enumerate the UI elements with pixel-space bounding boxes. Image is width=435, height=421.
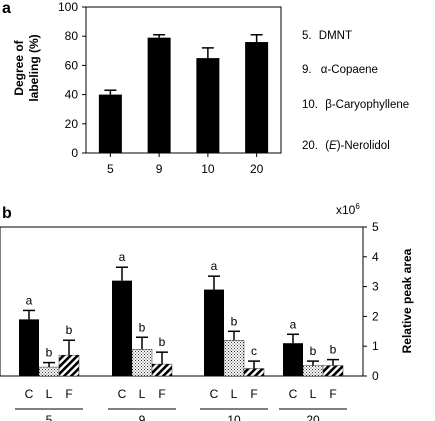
bar-9-L xyxy=(131,348,153,377)
y-tick-label: 5 xyxy=(372,220,379,234)
legend-name: β-Caryophyllene xyxy=(325,99,409,111)
significance-letter: b xyxy=(159,335,166,349)
legend-entry-9: 9. α-Copaene xyxy=(302,64,378,76)
bar-5-C xyxy=(19,319,39,376)
sub-category-label: L xyxy=(231,387,238,401)
significance-letter: a xyxy=(290,317,297,331)
panel-a-plot-frame xyxy=(85,6,282,154)
legend-number: 20. xyxy=(302,140,318,152)
panel-a-letter: a xyxy=(2,0,11,17)
significance-letter: b xyxy=(66,323,73,337)
y-tick-label: 40 xyxy=(65,88,79,102)
y-tick-label: 2 xyxy=(372,309,379,323)
significance-letter: c xyxy=(251,344,257,358)
sub-category-label: L xyxy=(139,387,146,401)
bar-10-L xyxy=(223,340,245,377)
group-label: 5 xyxy=(46,413,53,421)
bar-9-C xyxy=(112,280,132,376)
panel-a-legend: 5. DMNT 9. α-Copaene 10. β-Caryophyllene… xyxy=(302,30,409,152)
sub-category-label: C xyxy=(289,387,298,401)
group-label: 10 xyxy=(227,413,241,421)
group-label: 9 xyxy=(139,413,146,421)
panel-a-bars xyxy=(98,33,269,153)
x-tick-label: 20 xyxy=(250,162,264,176)
sub-category-label: F xyxy=(158,387,165,401)
sub-category-label: C xyxy=(210,387,219,401)
group-label: 20 xyxy=(306,413,320,421)
bar-20-C xyxy=(283,343,303,376)
y-tick-label: 3 xyxy=(372,280,379,294)
panel-a-y-axis-title-line1: Degree of xyxy=(12,39,26,95)
bar-10-F xyxy=(243,368,265,377)
bar-10-C xyxy=(204,289,224,376)
y-tick-label: 20 xyxy=(65,117,79,131)
bar-10 xyxy=(196,58,220,153)
significance-letter: a xyxy=(26,293,33,307)
y-tick-label: 0 xyxy=(372,369,379,383)
bar-5-L xyxy=(38,366,60,377)
legend-entry-10: 10. β-Caryophyllene xyxy=(302,99,409,111)
panel-b-y-axis-title: Relative peak area xyxy=(400,248,414,353)
bar-20 xyxy=(245,42,269,153)
sub-category-label: L xyxy=(46,387,53,401)
panel-a-y-axis-title-line2: labeling (%) xyxy=(27,34,41,101)
bar-20-L xyxy=(302,365,324,377)
significance-letter: a xyxy=(211,259,218,273)
significance-letter: b xyxy=(231,314,238,328)
legend-number: 5. xyxy=(302,30,312,42)
x-tick-label: 9 xyxy=(156,162,163,176)
y-tick-label: 100 xyxy=(58,0,78,14)
panel-b-plot-frame xyxy=(0,226,364,377)
bar-9 xyxy=(147,37,171,153)
bar-20-F xyxy=(322,365,344,377)
panel-a: a Degree of labeling (%) 0 20 40 60 80 100 5 9 1… xyxy=(2,0,409,176)
significance-letter: b xyxy=(46,346,53,360)
y-tick-label: 4 xyxy=(372,250,379,264)
significance-letter: b xyxy=(139,320,146,334)
legend-entry-5: 5. DMNT xyxy=(302,30,352,42)
x-tick-label: 10 xyxy=(201,162,215,176)
y-tick-label: 80 xyxy=(65,29,79,43)
y-tick-label: 1 xyxy=(372,339,379,353)
sub-category-label: F xyxy=(65,387,72,401)
legend-name-prefix: ( xyxy=(325,140,329,152)
significance-letter: a xyxy=(119,250,126,264)
scale-exponent: 6 xyxy=(355,202,360,211)
bar-5 xyxy=(98,94,122,153)
sub-category-label: F xyxy=(250,387,257,401)
panel-b-scale-label: x106 xyxy=(336,202,360,217)
sub-category-label: C xyxy=(118,387,127,401)
legend-name-suffix: )-Nerolidol xyxy=(337,140,390,152)
sub-category-label: C xyxy=(25,387,34,401)
legend-entry-20: 20. (E)-Nerolidol xyxy=(302,140,390,152)
legend-name: DMNT xyxy=(319,30,352,42)
legend-number: 9. xyxy=(302,64,312,76)
panel-a-axes: 0 20 40 60 80 100 5 9 10 20 xyxy=(58,0,282,176)
legend-name: α-Copaene xyxy=(321,64,378,76)
panel-a-y-axis-title: Degree of labeling (%) xyxy=(12,34,41,101)
x-tick-label: 5 xyxy=(107,162,114,176)
sub-category-label: L xyxy=(310,387,317,401)
bar-5-F xyxy=(58,354,80,377)
legend-name-italic: E xyxy=(329,140,337,152)
scale-base: x10 xyxy=(336,203,356,217)
y-tick-label: 60 xyxy=(65,58,79,72)
significance-letter: b xyxy=(330,343,337,357)
y-tick-label: 0 xyxy=(71,146,78,160)
sub-category-label: F xyxy=(329,387,336,401)
legend-number: 10. xyxy=(302,99,318,111)
significance-letter: b xyxy=(310,344,317,358)
panel-b-letter: b xyxy=(2,205,12,222)
bar-9-F xyxy=(151,363,173,377)
